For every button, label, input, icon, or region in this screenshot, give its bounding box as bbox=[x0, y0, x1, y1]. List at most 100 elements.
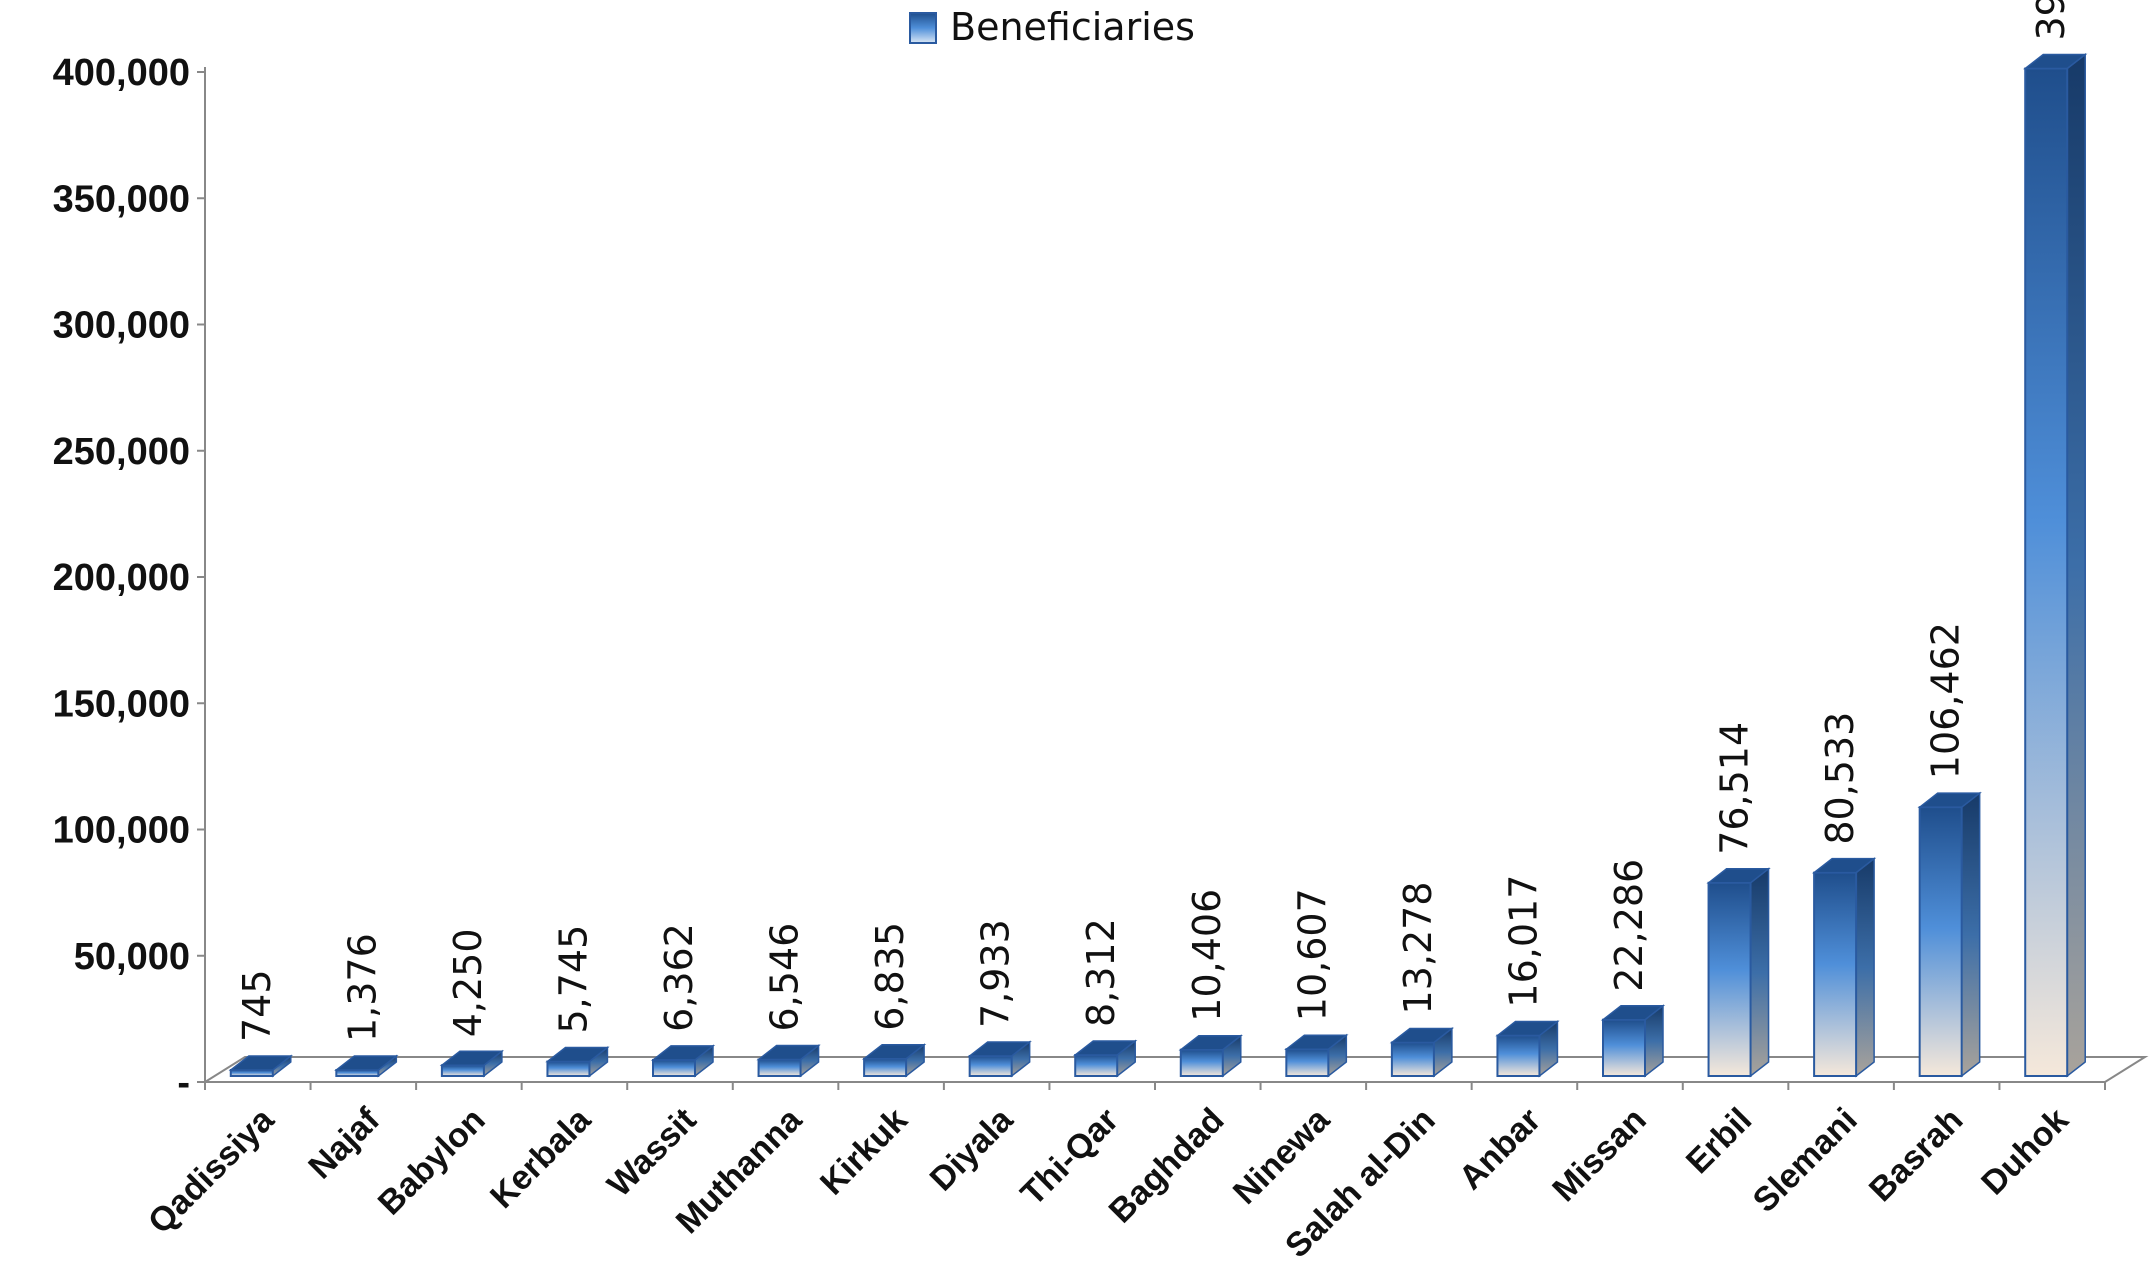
bar-top bbox=[1495, 1020, 1560, 1037]
bar bbox=[1600, 1004, 1666, 1078]
data-label: 1,376 bbox=[340, 933, 384, 1042]
bar bbox=[1917, 791, 1982, 1078]
bar bbox=[1073, 1039, 1138, 1078]
x-tick-label: Duhok bbox=[1974, 1101, 2076, 1203]
x-tick-label: Basrah bbox=[1862, 1101, 1970, 1209]
bar-top bbox=[1917, 792, 1982, 808]
bar-top bbox=[861, 1043, 927, 1060]
bar-top bbox=[1073, 1040, 1138, 1056]
y-tick-label: 50,000 bbox=[74, 936, 190, 978]
bar bbox=[1178, 1034, 1243, 1078]
data-label: 6,546 bbox=[763, 923, 807, 1032]
bar-front bbox=[2024, 67, 2069, 1077]
legend-label: Beneficiaries bbox=[950, 5, 1195, 49]
y-tick-label: 250,000 bbox=[53, 431, 190, 473]
data-label: 6,362 bbox=[657, 923, 701, 1032]
data-label: 80,533 bbox=[1818, 712, 1862, 845]
data-label: 4,250 bbox=[446, 928, 490, 1037]
x-tick-label: Missan bbox=[1545, 1101, 1653, 1209]
data-label: 10,406 bbox=[1185, 889, 1229, 1022]
bar-front bbox=[1074, 1054, 1119, 1078]
bar-side bbox=[1749, 867, 1770, 1078]
bar-top bbox=[1811, 857, 1877, 874]
bar-front bbox=[335, 1069, 380, 1077]
bar-front bbox=[757, 1058, 802, 1077]
x-tick-label: Baghdad bbox=[1102, 1101, 1232, 1231]
bar bbox=[650, 1044, 716, 1078]
bar-top bbox=[545, 1046, 610, 1063]
bar-front bbox=[1918, 806, 1963, 1078]
x-tick-label: Babylon bbox=[371, 1101, 493, 1223]
legend-swatch bbox=[909, 12, 937, 44]
data-label: 5,745 bbox=[551, 925, 595, 1034]
bar bbox=[1389, 1026, 1455, 1078]
data-label: 8,312 bbox=[1079, 918, 1123, 1027]
y-tick-label: 200,000 bbox=[53, 557, 190, 599]
bar bbox=[334, 1054, 399, 1078]
bar-front bbox=[863, 1057, 908, 1077]
bar-top bbox=[334, 1055, 399, 1071]
bar-top bbox=[1600, 1004, 1666, 1021]
bar-top bbox=[967, 1041, 1032, 1057]
bar-front bbox=[1179, 1048, 1224, 1078]
x-tick-label: Kirkuk bbox=[813, 1101, 915, 1203]
x-tick-label: Kerbala bbox=[483, 1100, 599, 1216]
data-labels: 745 1,376 4,250 5,745 6,362 6,546 6,835 7,933 8,… bbox=[235, 0, 2073, 1042]
data-label: 10,607 bbox=[1290, 888, 1334, 1021]
y-tick-label: 100,000 bbox=[53, 810, 190, 852]
y-tick-label: 150,000 bbox=[53, 683, 190, 725]
bar-front bbox=[1707, 881, 1752, 1077]
bar bbox=[756, 1043, 821, 1078]
bar bbox=[439, 1049, 505, 1078]
y-axis-ticks: - 50,000 100,000 150,000 200,000 250,000 300,0… bbox=[53, 52, 205, 1104]
bar-top bbox=[1389, 1027, 1455, 1044]
x-tick-label: Anbar bbox=[1452, 1101, 1548, 1197]
data-label: 106,462 bbox=[1924, 622, 1968, 779]
bar-top bbox=[439, 1050, 505, 1067]
bar-top bbox=[1706, 868, 1771, 884]
y-tick-label: - bbox=[177, 1062, 190, 1104]
bar-top bbox=[756, 1044, 821, 1061]
bar-front bbox=[229, 1069, 274, 1077]
x-tick-label: Erbil bbox=[1679, 1101, 1759, 1181]
y-tick-label: 400,000 bbox=[53, 52, 190, 94]
bar-front bbox=[1813, 871, 1858, 1077]
data-label: 39 bbox=[2029, 0, 2073, 41]
bar-top bbox=[1284, 1034, 1349, 1050]
bar-front bbox=[1496, 1034, 1541, 1078]
bar-top bbox=[228, 1055, 293, 1071]
data-label: 6,835 bbox=[868, 922, 912, 1031]
bar-front bbox=[652, 1058, 696, 1077]
data-label: 76,514 bbox=[1713, 722, 1757, 855]
y-tick-label: 300,000 bbox=[53, 305, 190, 347]
bar-top bbox=[650, 1045, 716, 1061]
bar-front bbox=[1390, 1041, 1435, 1077]
bar bbox=[1495, 1020, 1560, 1078]
x-tick-label: Najaf bbox=[301, 1100, 387, 1186]
data-label: 13,278 bbox=[1396, 882, 1440, 1015]
bar bbox=[2023, 52, 2088, 1078]
bar bbox=[861, 1043, 927, 1078]
bar-side bbox=[1960, 791, 1981, 1078]
bar-front bbox=[1602, 1018, 1646, 1077]
bar-front bbox=[546, 1060, 591, 1078]
bar-front bbox=[968, 1054, 1013, 1077]
bar bbox=[1811, 857, 1877, 1078]
bar-top bbox=[1178, 1034, 1243, 1051]
data-label: 7,933 bbox=[974, 919, 1018, 1028]
bar bbox=[967, 1040, 1032, 1078]
bar-side bbox=[1855, 857, 1875, 1078]
data-label: 745 bbox=[235, 969, 279, 1042]
legend: Beneficiaries bbox=[909, 5, 1195, 49]
x-tick-label: Slemani bbox=[1746, 1101, 1865, 1220]
bar bbox=[1706, 867, 1771, 1078]
bar bbox=[228, 1054, 293, 1078]
data-label: 16,017 bbox=[1501, 875, 1545, 1008]
y-tick-label: 350,000 bbox=[53, 178, 190, 220]
bar-top bbox=[2023, 53, 2088, 70]
data-label: 22,286 bbox=[1607, 859, 1651, 992]
bar-front bbox=[1285, 1048, 1330, 1077]
x-tick-label: Qadissiya bbox=[141, 1100, 282, 1241]
